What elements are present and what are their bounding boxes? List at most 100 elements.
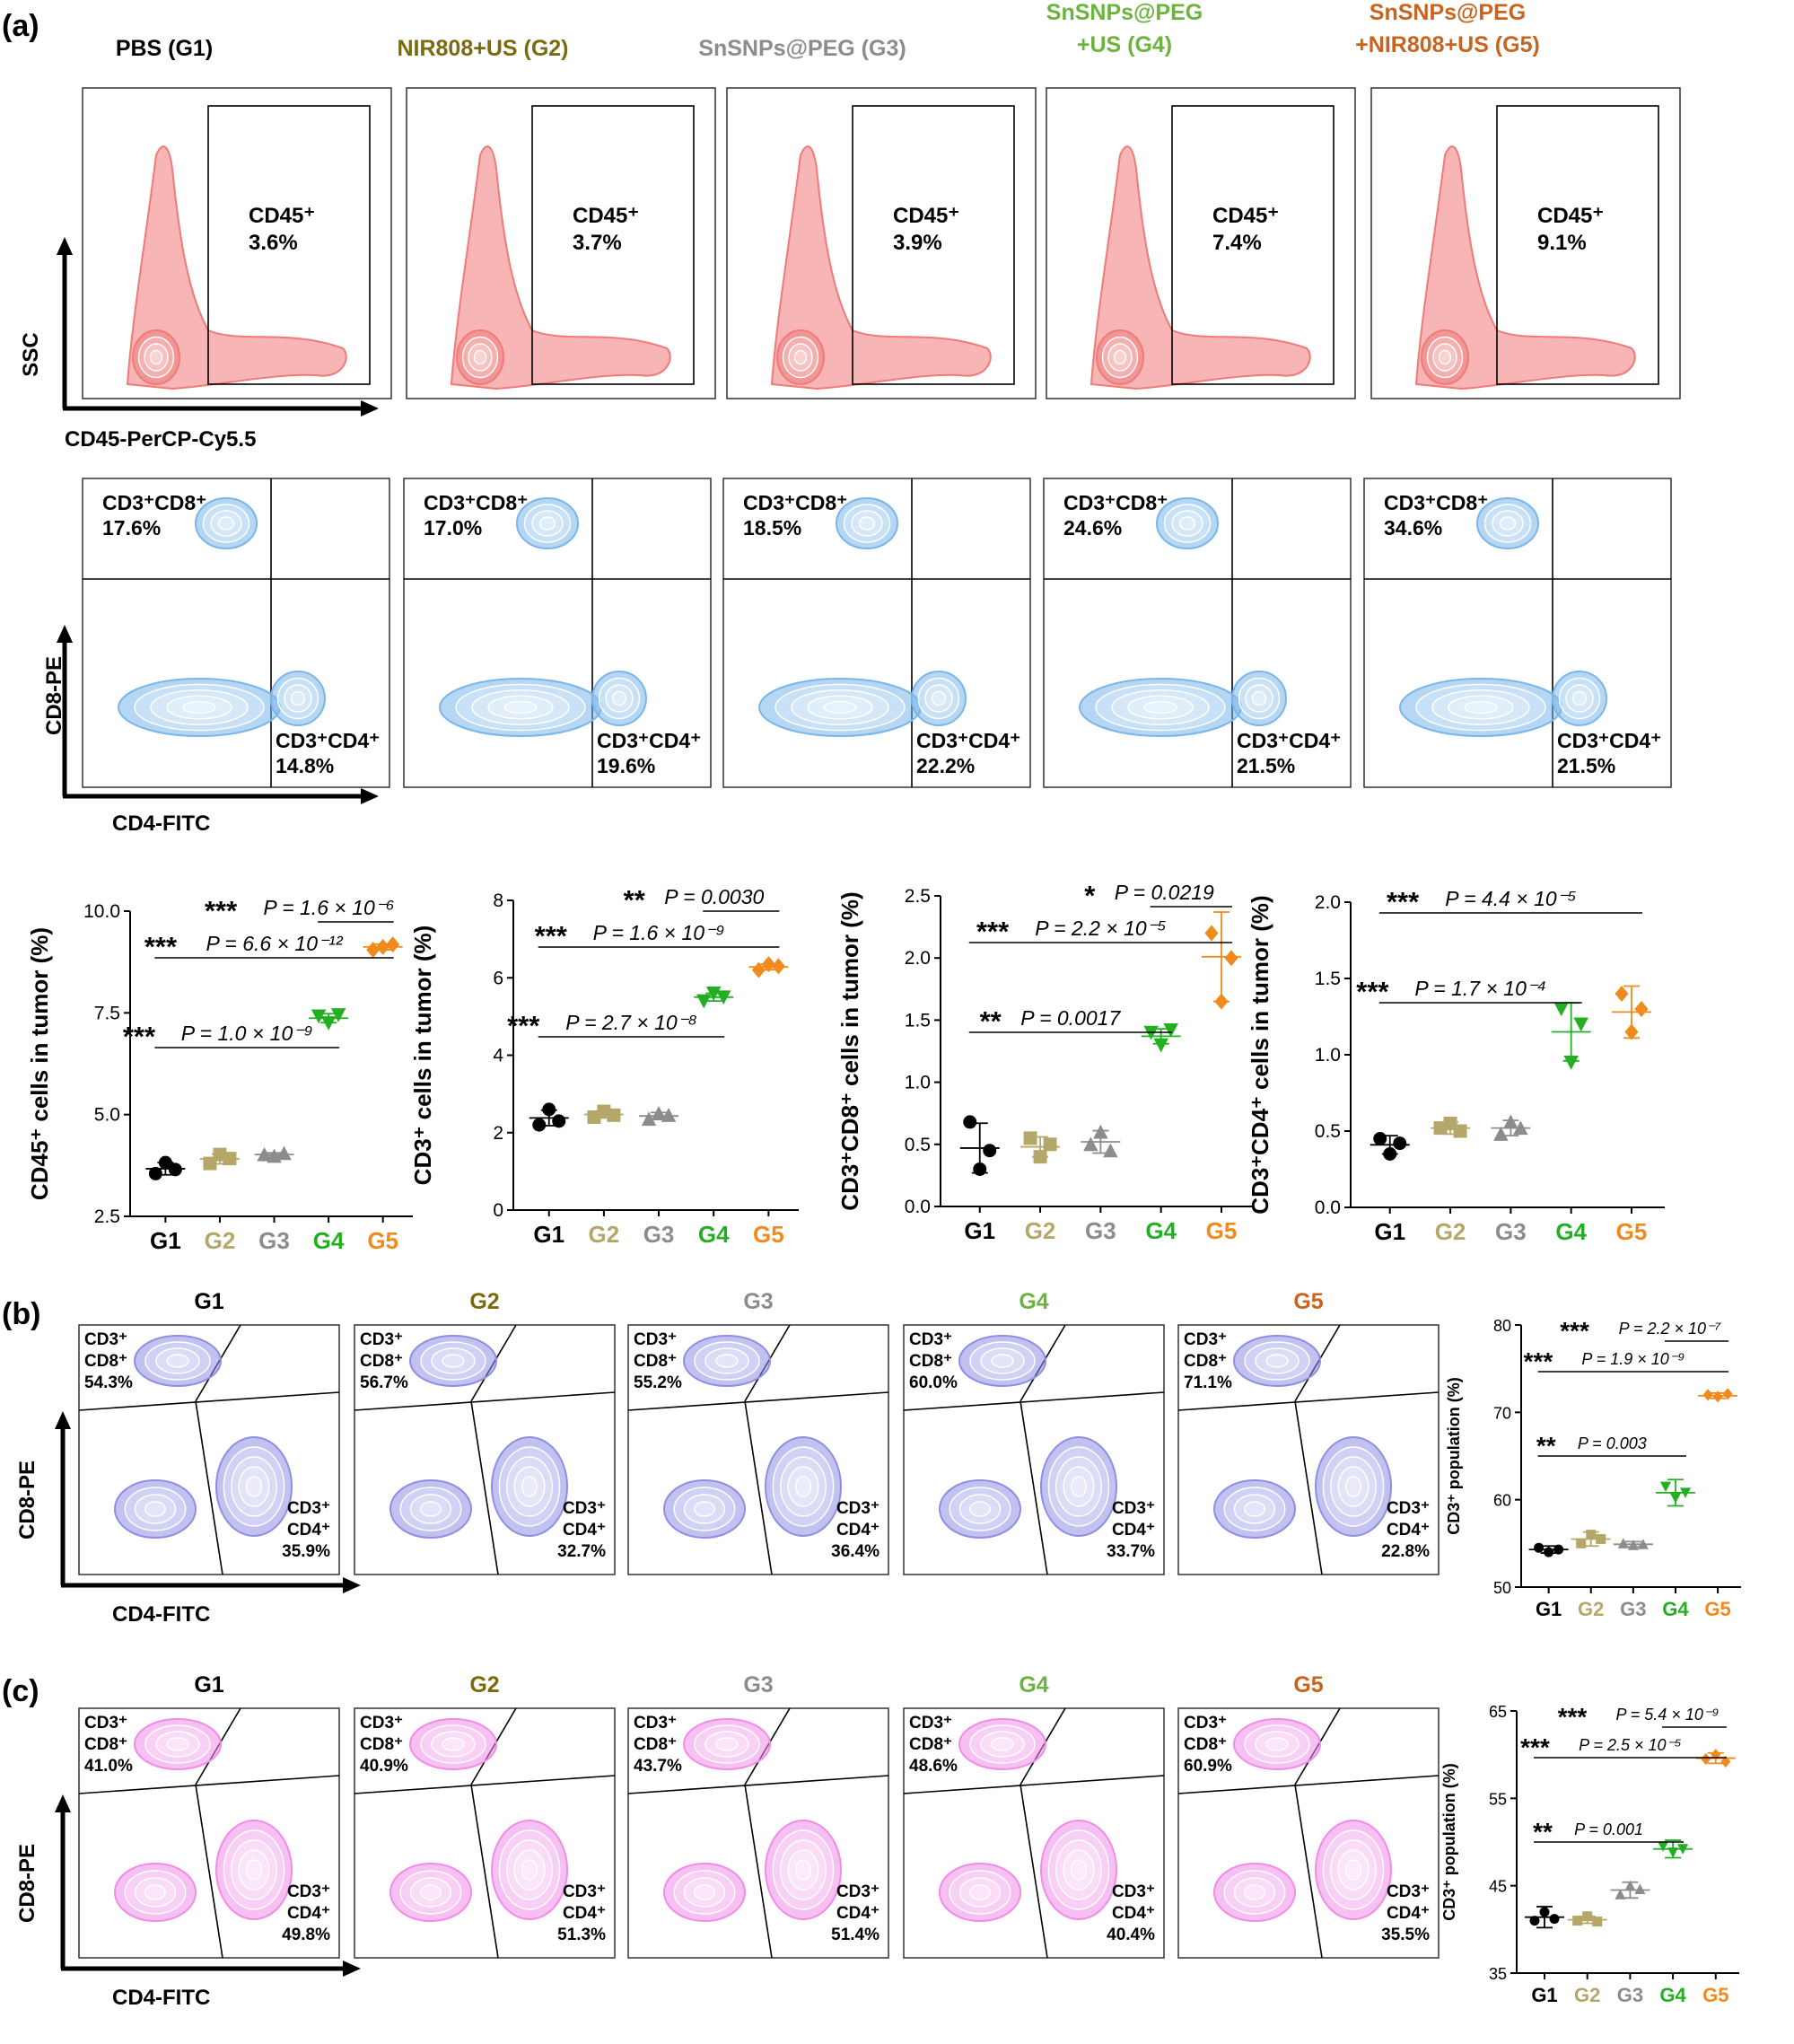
x-tick-label: G4: [698, 1221, 730, 1248]
data-point: [1634, 1883, 1646, 1895]
significance-stars: ***: [1560, 1317, 1589, 1345]
cd4-neg-contour-ring: [420, 1501, 442, 1517]
cd45-gate-label: CD45⁺: [573, 204, 639, 228]
y-tick-label: 7.5: [94, 1003, 120, 1023]
significance-stars: ***: [205, 895, 238, 926]
gate-line-lower: [744, 1784, 773, 1959]
gate-line-horizontal: [1177, 1391, 1440, 1411]
cd4-neg-contour-ring: [823, 700, 857, 715]
cd4-percent: 32.7%: [557, 1542, 606, 1561]
y-axis-label-line2: CD3⁺ population (%): [1445, 1377, 1463, 1534]
data-point: [1624, 1023, 1639, 1040]
significance-label: P = 0.001: [1574, 1820, 1643, 1838]
gate-line-lower: [195, 1784, 223, 1959]
x-tick-label: G1: [150, 1227, 181, 1254]
cd45-percent: 3.6%: [249, 231, 298, 255]
cd8-percent: 56.7%: [360, 1373, 408, 1392]
ssc-core-contour-ring: [144, 343, 169, 372]
cd3-axes-y-arrow-head: [57, 625, 73, 643]
cd8-pop-contour-ring: [420, 1724, 486, 1764]
cd4-neg-contour-ring: [503, 700, 538, 715]
x-tick-label: G3: [1620, 1598, 1646, 1620]
cd4-neg-contour: [1213, 1479, 1296, 1539]
data-point: [1722, 1388, 1733, 1400]
data-point: [1617, 1538, 1629, 1548]
y-axis-label: CD3⁺ cells in tumor (%): [409, 926, 436, 1186]
data-point: [532, 1118, 547, 1132]
cd45-gate-label: CD45⁺: [893, 204, 959, 228]
cd8-percent: 54.3%: [84, 1373, 133, 1392]
cd4-pos-contour-ring: [611, 690, 627, 706]
group-title: G4: [1019, 1672, 1048, 1697]
y-tick-label: 1.5: [1315, 969, 1341, 989]
cd8-pop-contour: [958, 1335, 1046, 1387]
cd4-neg-contour-ring: [969, 1884, 991, 1900]
cd4-neg-contour-ring: [1127, 695, 1194, 720]
ssc-core-contour-ring: [782, 336, 819, 379]
cd4-neg-contour-ring: [124, 1487, 187, 1531]
x-tick-label: G5: [1616, 1218, 1648, 1245]
cd8-pop-contour-ring: [166, 1354, 189, 1368]
cd8-percent: 40.9%: [360, 1757, 408, 1776]
cd8-pop-contour-ring: [523, 504, 572, 543]
cd4-pos-contour: [1315, 1436, 1392, 1537]
cd4-pos-contour-ring: [498, 1829, 561, 1910]
gate-line-horizontal: [354, 1391, 616, 1411]
x-tick-label: G2: [205, 1227, 236, 1254]
cd4-label-line1: CD3⁺: [563, 1499, 606, 1518]
cd4-neg-contour: [663, 1479, 746, 1539]
cd8-label-line2: CD8⁺: [909, 1735, 952, 1754]
data-point: [1093, 1124, 1108, 1139]
cd4-neg-contour-ring: [673, 1870, 736, 1915]
significance-label: P = 1.6 × 10⁻⁹: [593, 921, 725, 944]
panel_c-axes-y-arrow-head: [55, 1794, 71, 1812]
significance-stars: ***: [976, 916, 1010, 947]
cd4-pos-contour-ring: [1558, 677, 1601, 720]
x-tick-label: G1: [964, 1217, 995, 1244]
group-title: G5: [1293, 1672, 1323, 1697]
ssc-core-contour-ring: [473, 349, 487, 365]
y-tick-label: 8: [493, 890, 503, 911]
data-point: [1677, 1844, 1689, 1855]
cd4-label-line2: CD4⁺: [1387, 1904, 1430, 1923]
cd4-neg-contour-ring: [807, 695, 873, 720]
cd8-label-line2: CD8⁺: [909, 1352, 952, 1371]
cd8-pop-contour-ring: [217, 516, 235, 531]
cd45-percent: 9.1%: [1537, 231, 1587, 255]
y-tick-label: 5.0: [94, 1105, 120, 1126]
x-tick-label: G2: [1578, 1598, 1604, 1620]
data-point: [1702, 1389, 1713, 1401]
y-tick-label: 2.0: [1315, 892, 1341, 913]
cd4-pos-contour: [215, 1820, 293, 1920]
cd8-pop-contour-ring: [1492, 510, 1524, 537]
cd4-label-line2: CD4⁺: [836, 1904, 879, 1923]
cd8-pop-contour: [958, 1718, 1046, 1770]
cd4-pos-contour-ring: [1055, 1456, 1102, 1517]
cd8-quadrant-label: CD3⁺CD8⁺: [1384, 491, 1488, 514]
panel-letter-c: (c): [2, 1674, 39, 1708]
cd8-pop-contour-ring: [843, 504, 891, 543]
cd45-axes-x-arrow-head: [361, 400, 379, 417]
cd4-neg-contour-ring: [399, 1487, 462, 1531]
cd8-pop-contour-ring: [1163, 504, 1212, 543]
cd45-percent: 3.7%: [573, 231, 622, 255]
data-point: [1615, 986, 1629, 1002]
cd4-pos-contour-ring: [794, 1859, 812, 1881]
cd8-pop-contour: [1233, 1718, 1321, 1770]
cd4-percent: 22.8%: [1381, 1542, 1430, 1561]
significance-label: P = 4.4 × 10⁻⁵: [1445, 887, 1576, 910]
significance-label: P = 2.2 × 10⁻⁷: [1619, 1320, 1721, 1338]
cd8-label-line2: CD8⁺: [634, 1352, 677, 1371]
data-point: [1634, 1001, 1649, 1017]
data-point: [973, 1162, 987, 1176]
cd4-neg-contour-ring: [1244, 1501, 1265, 1517]
ssc-density-contour: [450, 145, 671, 390]
group-title-line2: +NIR808+US (G5): [1355, 32, 1540, 57]
cd4-neg-contour-ring: [969, 1501, 991, 1517]
x-tick-label: G4: [1662, 1598, 1689, 1620]
x-tick-label: G1: [1536, 1598, 1562, 1620]
data-point: [1534, 1542, 1545, 1553]
data-point: [1720, 1755, 1731, 1768]
cd45-gate: [852, 105, 1015, 385]
cd8-percent: 60.9%: [1184, 1757, 1232, 1776]
